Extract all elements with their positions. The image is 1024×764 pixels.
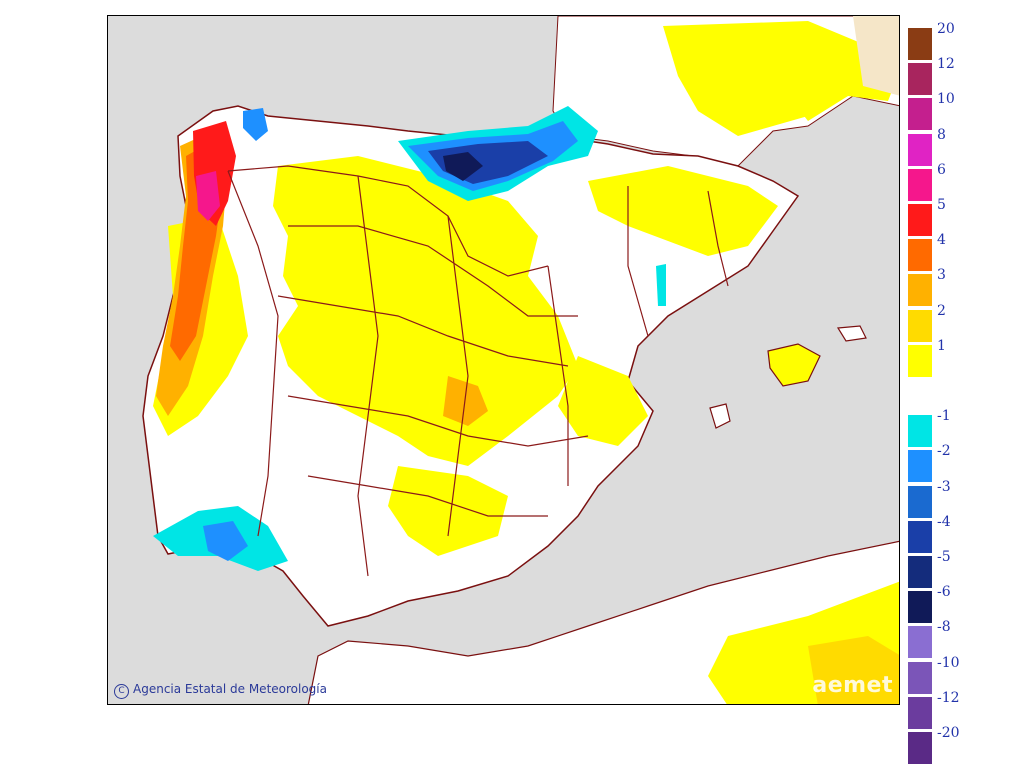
legend-label: 2: [937, 302, 946, 319]
agency-credit-text: Agencia Estatal de Meteorología: [133, 682, 327, 696]
legend-label: 12: [937, 56, 955, 73]
legend-swatch: [908, 204, 932, 236]
aemet-logo: aemet: [812, 673, 893, 698]
legend-swatch: [908, 415, 932, 448]
anomaly-yellow-southeast: [558, 356, 648, 446]
region-borders: [227, 165, 729, 577]
legend-swatch: [908, 98, 932, 131]
legend-swatch: [908, 450, 932, 483]
tan-corner: [853, 16, 899, 96]
legend-swatch: [908, 380, 932, 412]
anomaly-yellow-south: [388, 466, 508, 556]
anomaly-navy-north: [443, 152, 483, 181]
legend-swatch: [908, 591, 932, 624]
legend-swatch: [908, 696, 932, 729]
copyright-icon: C: [114, 684, 129, 699]
legend-swatch: [908, 274, 932, 307]
island-mallorca: [767, 343, 821, 387]
legend-label: -20: [937, 725, 960, 741]
legend-label: -1: [937, 408, 951, 425]
island-ibiza: [709, 403, 731, 429]
legend-label: 3: [937, 267, 946, 284]
legend-label: -2: [937, 443, 951, 460]
legend-label: -12: [937, 689, 960, 706]
legend-swatch: [908, 239, 932, 272]
anomaly-map: C Agencia Estatal de Meteorología aemet: [107, 15, 900, 705]
anomaly-yellow-east: [588, 166, 778, 256]
legend-swatch: [908, 661, 932, 694]
legend-label: 6: [937, 161, 946, 178]
legend-label: 1: [937, 337, 946, 354]
anomaly-blue-asturias: [243, 108, 268, 141]
anomaly-blue-southwest: [203, 521, 248, 561]
color-legend: 20 12 10 8 6 5 4 3 2 1 -1 -2 -3 -4 -5 -6 -8 -10 -12 -20: [908, 22, 968, 764]
legend-label: -10: [937, 654, 960, 671]
legend-label: -3: [937, 478, 951, 495]
anomaly-yellow-center: [273, 156, 578, 466]
legend-label: -8: [937, 619, 951, 636]
legend-label: -5: [937, 549, 951, 565]
legend-label: 10: [937, 91, 955, 108]
legend-swatch: [908, 63, 932, 96]
legend-swatch: [908, 520, 932, 553]
agency-credit: C Agencia Estatal de Meteorología: [114, 682, 327, 699]
legend-swatch: [908, 28, 932, 60]
legend-swatch: [908, 133, 932, 166]
legend-label: -4: [937, 513, 951, 530]
north-africa-yellow-2: [808, 636, 899, 704]
legend-label: 4: [937, 232, 946, 249]
legend-swatch: [908, 485, 932, 518]
legend-label: 8: [937, 126, 946, 143]
legend-swatch: [908, 556, 932, 588]
legend-swatch: [908, 732, 932, 764]
anomaly-cyan-valencia: [656, 264, 666, 306]
legend-swatch: [908, 344, 932, 377]
legend-label: 5: [937, 197, 946, 213]
legend-swatch: [908, 168, 932, 201]
map-canvas: [108, 16, 899, 704]
legend-swatch: [908, 309, 932, 342]
legend-label: 20: [937, 21, 955, 37]
island-menorca: [836, 325, 867, 342]
legend-swatch: [908, 626, 932, 659]
anomaly-orange-center: [443, 376, 488, 426]
anomaly-pink-galicia: [196, 171, 220, 221]
legend-label: -6: [937, 584, 951, 601]
